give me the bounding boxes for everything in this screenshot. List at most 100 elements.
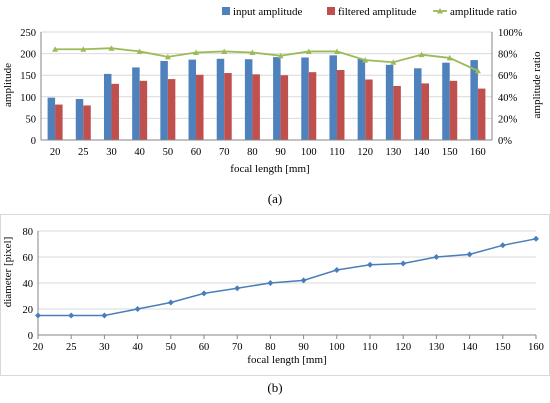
amplitude-ratio-point-60 — [193, 49, 200, 56]
diameter-point-100 — [333, 267, 340, 273]
diameter-point-50 — [167, 299, 174, 306]
chart-a-y2label: amplitude ratio — [531, 51, 543, 118]
chart-b-xtick-label: 90 — [298, 342, 309, 353]
chart-b-ytick-label: 40 — [23, 279, 34, 290]
bar-input-amplitude-160 — [470, 60, 478, 140]
diameter-point-60 — [201, 290, 207, 297]
bar-input-amplitude-50 — [160, 60, 168, 140]
diameter-point-25 — [68, 312, 75, 319]
chart-b-ytick-label: 0 — [28, 331, 33, 342]
amplitude-ratio-point-80 — [249, 49, 256, 56]
bar-filtered-amplitude-30 — [111, 83, 119, 140]
diameter-point-140 — [466, 251, 473, 258]
chart-b-ylabel: diameter [pixel] — [2, 237, 14, 308]
diameter-line — [38, 238, 537, 317]
amplitude-ratio-point-140 — [418, 51, 425, 58]
amplitude-ratio-point-30 — [108, 45, 115, 51]
chart-a-y2tick-label: 80% — [498, 50, 518, 61]
chart-b-xtick-label: 140 — [462, 342, 478, 353]
amplitude-ratio-line — [55, 47, 479, 72]
chart-a-ytick-label: 200 — [20, 50, 36, 61]
bar-input-amplitude-70 — [216, 58, 225, 141]
chart-b-ytick-label: 60 — [23, 253, 34, 264]
bar-input-amplitude-25 — [75, 98, 84, 140]
bar-filtered-amplitude-40 — [139, 80, 148, 140]
bar-filtered-amplitude-110 — [336, 70, 345, 140]
bar-filtered-amplitude-120 — [365, 79, 373, 140]
chart-b-ytick-label: 80 — [23, 227, 34, 238]
chart-b-xtick-label: 60 — [199, 342, 210, 353]
chart-b-xtick-label: 50 — [166, 342, 177, 353]
chart-a-ylabel: amplitude — [2, 63, 14, 107]
diameter-point-150 — [499, 242, 506, 249]
diameter-point-160 — [533, 235, 539, 242]
bar-input-amplitude-80 — [244, 59, 253, 140]
chart-b-ytick-label: 20 — [23, 305, 34, 316]
bar-input-amplitude-100 — [301, 57, 309, 140]
chart-a-xtick-label: 25 — [78, 147, 89, 158]
chart-a-xtick-label: 130 — [385, 147, 401, 158]
diameter-point-120 — [400, 260, 407, 267]
chart-a-legend: input amplitude filtered amplitude amplitu… — [222, 6, 517, 18]
panel-label-a: (a) — [268, 191, 282, 206]
bar-input-amplitude-20 — [47, 97, 56, 140]
bar-filtered-amplitude-80 — [252, 74, 260, 140]
legend-label: amplitude ratio — [450, 6, 517, 18]
chart-a-xtick-label: 100 — [301, 147, 317, 158]
chart-a-xtick-label: 110 — [329, 147, 344, 158]
chart-a-xtick-label: 140 — [414, 147, 430, 158]
legend-swatch-input-amplitude — [222, 7, 230, 15]
chart-a-xtick-label: 50 — [163, 147, 174, 158]
diameter-point-130 — [433, 254, 440, 260]
chart-b-xtick-label: 80 — [265, 342, 276, 353]
amplitude-ratio-point-110 — [333, 48, 340, 54]
bar-filtered-amplitude-20 — [55, 104, 63, 140]
diameter-point-80 — [267, 280, 274, 286]
chart-a-y2tick-label: 60% — [498, 71, 518, 82]
bar-filtered-amplitude-160 — [477, 88, 486, 140]
chart-b-xtick-label: 25 — [66, 342, 77, 353]
amplitude-ratio-point-100 — [305, 48, 312, 54]
legend-swatch-filtered-amplitude — [327, 7, 335, 15]
amplitude-ratio-point-160 — [474, 67, 481, 74]
bar-input-amplitude-60 — [188, 59, 197, 141]
amplitude-ratio-point-150 — [446, 54, 453, 61]
bar-input-amplitude-30 — [103, 73, 112, 140]
bar-input-amplitude-90 — [273, 57, 281, 140]
bar-filtered-amplitude-100 — [308, 72, 317, 140]
amplitude-ratio-point-130 — [390, 59, 397, 65]
chart-a-ytick-label: 150 — [20, 71, 36, 82]
chart-a-xlabel: focal length [mm] — [230, 163, 309, 175]
bar-input-amplitude-110 — [329, 55, 337, 140]
bar-filtered-amplitude-60 — [196, 74, 204, 140]
chart-a-xtick-label: 20 — [50, 147, 61, 158]
chart-a-ytick-label: 50 — [26, 114, 37, 125]
bar-filtered-amplitude-50 — [167, 79, 176, 140]
amplitude-ratio-point-20 — [52, 46, 59, 52]
bar-filtered-amplitude-150 — [449, 80, 458, 140]
chart-b-xtick-label: 110 — [362, 342, 377, 353]
chart-b-xtick-label: 130 — [429, 342, 445, 353]
chart-a-y2tick-label: 0% — [498, 136, 512, 147]
bar-filtered-amplitude-90 — [280, 75, 289, 140]
bar-filtered-amplitude-130 — [393, 86, 401, 140]
chart-a-ytick-label: 250 — [20, 28, 36, 39]
bar-input-amplitude-40 — [132, 67, 140, 140]
chart-b-xtick-label: 40 — [132, 342, 143, 353]
chart-b-xlabel: focal length [mm] — [247, 354, 326, 366]
chart-a-xtick-label: 120 — [357, 147, 373, 158]
amplitude-ratio-point-90 — [277, 52, 284, 59]
amplitude-ratio-point-40 — [136, 48, 143, 54]
chart-b-xtick-label: 30 — [99, 342, 110, 353]
chart-a-ytick-label: 0 — [31, 136, 36, 147]
diameter-point-110 — [367, 261, 373, 268]
chart-b-xtick-label: 120 — [395, 342, 411, 353]
bar-input-amplitude-140 — [414, 68, 422, 140]
chart-a-y2tick-label: 40% — [498, 93, 518, 104]
bar-input-amplitude-120 — [357, 58, 366, 141]
chart-b-xtick-label: 150 — [495, 342, 511, 353]
chart-a-xtick-label: 70 — [219, 147, 230, 158]
diameter-point-90 — [300, 277, 307, 284]
